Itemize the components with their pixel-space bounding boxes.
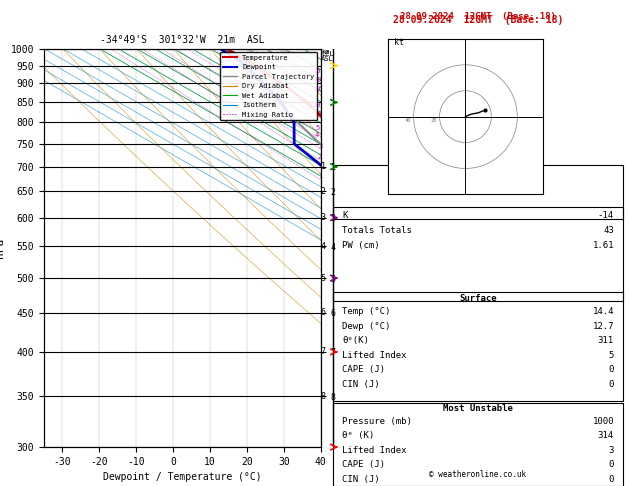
Text: 43: 43 xyxy=(603,226,614,235)
Y-axis label: hPa: hPa xyxy=(0,238,5,258)
Text: 0: 0 xyxy=(608,460,614,469)
Text: 1000: 1000 xyxy=(593,417,614,426)
Text: Temp (°C): Temp (°C) xyxy=(342,307,391,316)
Text: kt: kt xyxy=(394,38,404,47)
Legend: Temperature, Dewpoint, Parcel Trajectory, Dry Adiabat, Wet Adiabat, Isotherm, Mi: Temperature, Dewpoint, Parcel Trajectory… xyxy=(220,52,317,121)
Text: Most Unstable: Most Unstable xyxy=(443,404,513,414)
Title: -34°49'S  301°32'W  21m  ASL: -34°49'S 301°32'W 21m ASL xyxy=(100,35,265,45)
X-axis label: Dewpoint / Temperature (°C): Dewpoint / Temperature (°C) xyxy=(103,472,262,483)
Text: CAPE (J): CAPE (J) xyxy=(342,460,385,469)
Text: 5: 5 xyxy=(315,125,320,131)
Text: 4: 4 xyxy=(315,132,320,138)
Text: 14.4: 14.4 xyxy=(593,307,614,316)
Text: 0: 0 xyxy=(608,380,614,389)
Text: 3: 3 xyxy=(608,446,614,455)
Text: 0: 0 xyxy=(608,365,614,375)
Text: CAPE (J): CAPE (J) xyxy=(342,365,385,375)
Text: K: K xyxy=(342,211,348,221)
Text: 16: 16 xyxy=(314,86,323,92)
Text: Lifted Index: Lifted Index xyxy=(342,351,407,360)
Text: 8: 8 xyxy=(318,111,322,118)
Text: θᵉ (K): θᵉ (K) xyxy=(342,431,374,440)
Text: 2: 2 xyxy=(317,154,321,160)
Text: 40: 40 xyxy=(404,118,411,123)
Text: 20: 20 xyxy=(313,77,321,83)
Text: 1: 1 xyxy=(318,174,322,179)
Text: θᵉ(K): θᵉ(K) xyxy=(342,336,369,346)
Text: 314: 314 xyxy=(598,431,614,440)
Text: Lifted Index: Lifted Index xyxy=(342,446,407,455)
Text: © weatheronline.co.uk: © weatheronline.co.uk xyxy=(430,469,526,479)
Text: Totals Totals: Totals Totals xyxy=(342,226,412,235)
Text: CIN (J): CIN (J) xyxy=(342,475,380,484)
Text: 28.09.2024  12GMT  (Base: 18): 28.09.2024 12GMT (Base: 18) xyxy=(393,15,563,25)
Text: 28.09.2024  12GMT  (Base: 18): 28.09.2024 12GMT (Base: 18) xyxy=(400,12,556,21)
Text: 10: 10 xyxy=(313,102,321,107)
Text: PW (cm): PW (cm) xyxy=(342,241,380,250)
Text: 1.61: 1.61 xyxy=(593,241,614,250)
Text: 25: 25 xyxy=(313,68,321,74)
Text: 12.7: 12.7 xyxy=(593,322,614,331)
Text: 5: 5 xyxy=(608,351,614,360)
Text: Dewp (°C): Dewp (°C) xyxy=(342,322,391,331)
Text: CIN (J): CIN (J) xyxy=(342,380,380,389)
Text: -14: -14 xyxy=(598,211,614,221)
Text: 0: 0 xyxy=(608,475,614,484)
Text: 311: 311 xyxy=(598,336,614,346)
Text: 3: 3 xyxy=(318,143,323,149)
Text: Pressure (mb): Pressure (mb) xyxy=(342,417,412,426)
Text: Surface: Surface xyxy=(459,294,497,303)
Text: 20: 20 xyxy=(430,118,437,123)
